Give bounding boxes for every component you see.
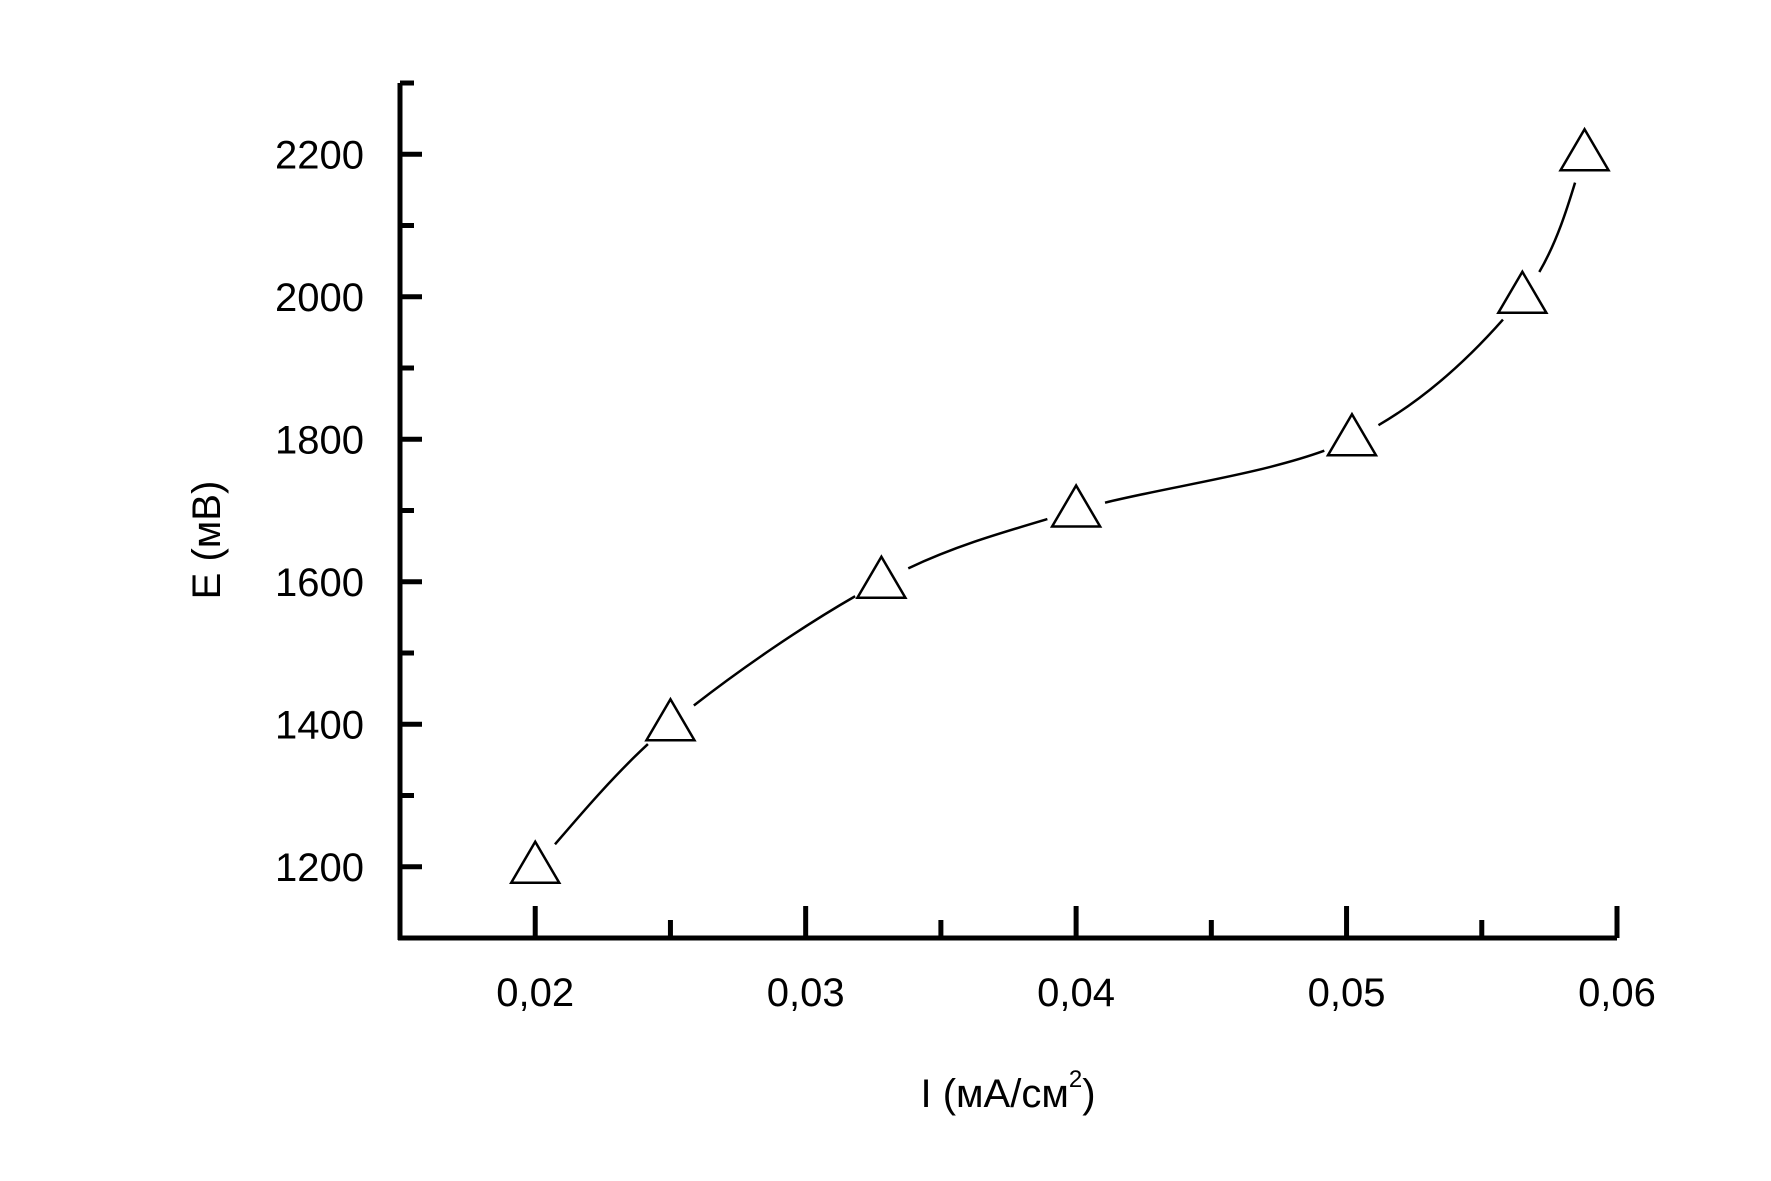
data-point-triangle [855,554,908,599]
y-tick-label: 1200 [275,846,364,890]
y-tick-label: 1800 [275,418,364,462]
curve-segment [669,580,882,726]
series-curve [534,153,1586,868]
y-ticks: 1200 1400 1600 1800 2000 2200 [275,80,422,890]
data-point-triangle [509,839,562,884]
x-tick-label: 0,02 [496,971,574,1015]
y-tick-label: 1600 [275,561,364,605]
x-axis-title-end: ) [1082,1072,1095,1116]
curve-segment [1075,438,1353,512]
series-markers [509,126,1611,884]
data-point-triangle [1496,269,1549,314]
data-point-triangle [1049,483,1103,528]
curve-segment [1351,295,1524,441]
x-tick-label: 0,04 [1037,971,1115,1015]
curve-segment [1521,153,1586,298]
y-tick-label: 2000 [275,276,364,320]
data-point-triangle [1558,126,1611,172]
curve-segment [534,723,672,868]
x-axis-title-superscript: 2 [1069,1066,1082,1093]
x-tick-label: 0,06 [1578,971,1656,1015]
x-axis-title: I (мА/см2) [920,1066,1095,1116]
x-axis-title-main: I (мА/см [920,1072,1068,1116]
y-axis-title: E (мВ) [185,481,229,600]
x-tick-label: 0,03 [767,971,845,1015]
y-tick-label: 1400 [275,703,364,747]
data-point-triangle [1325,411,1379,457]
data-point-triangle [644,696,697,742]
curve-segment [880,509,1077,583]
y-tick-label: 2200 [275,133,364,177]
x-ticks: 0,02 0,03 0,04 0,05 0,06 [496,906,1656,1015]
x-tick-label: 0,05 [1308,971,1386,1015]
